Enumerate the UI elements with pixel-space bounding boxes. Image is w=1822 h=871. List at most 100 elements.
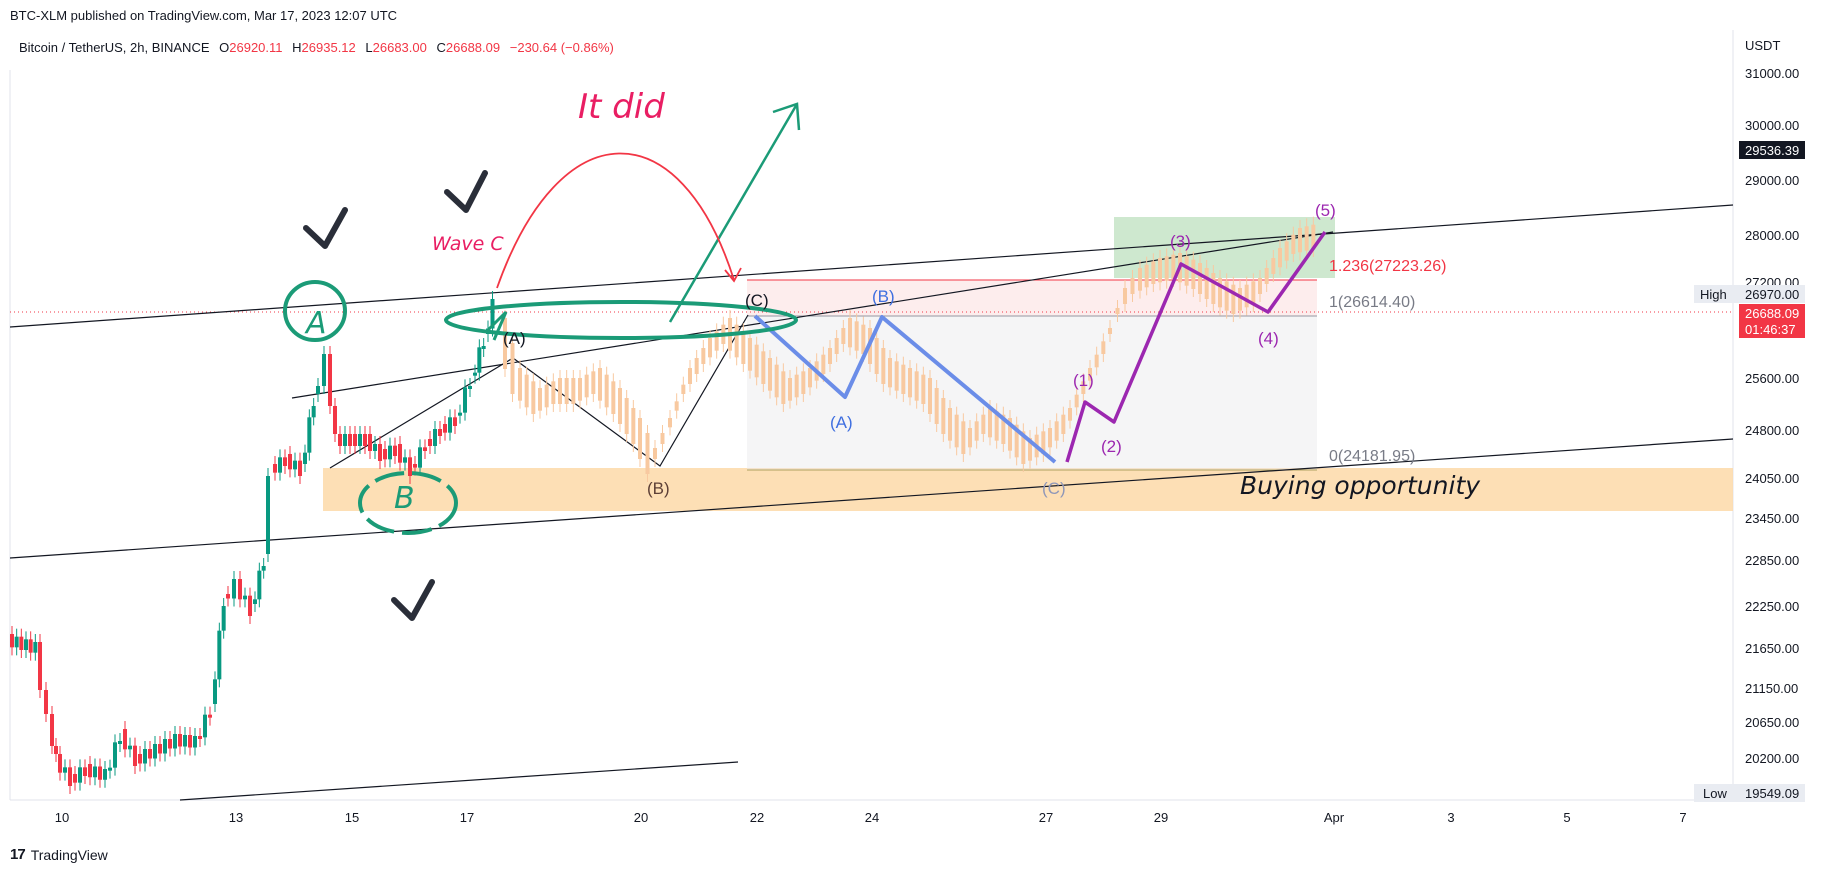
candle-body	[503, 318, 507, 369]
candle-body	[1068, 408, 1072, 421]
candle-body	[278, 457, 282, 473]
candle-body	[794, 374, 799, 398]
trend-line-upper	[9, 204, 1734, 328]
candle-body	[1001, 414, 1006, 444]
candle-body	[343, 434, 347, 446]
candle-body	[741, 331, 746, 364]
time-tick-label: 29	[1154, 810, 1168, 825]
candle-body	[68, 767, 72, 786]
candle-body	[578, 378, 582, 401]
footer: 17 TradingView	[10, 846, 108, 863]
candle-body	[443, 424, 447, 433]
close-value: 26688.09	[445, 40, 501, 55]
candle-body	[118, 741, 122, 744]
candle-body	[688, 368, 692, 384]
candle-body	[413, 464, 417, 468]
countdown-text: 01:46:37	[1745, 322, 1796, 337]
fib-label-0: 0(24181.95)	[1329, 448, 1415, 465]
change-value: −230.64 (−0.86%)	[509, 40, 614, 55]
green-drawings	[283, 280, 798, 535]
wave-purple-4: (4)	[1258, 329, 1279, 348]
price-tick-label: 24800.00	[1745, 423, 1799, 438]
wave-purple-path	[1065, 230, 1327, 463]
candle-body	[544, 384, 549, 408]
close-label: C	[436, 40, 446, 55]
candle-body	[403, 457, 407, 463]
candle-body	[1021, 431, 1026, 464]
time-axis[interactable]: 10 13 15 17 20 22 24 27 29 Apr 3 5 7	[55, 810, 1687, 825]
candle-body	[1048, 428, 1052, 448]
candle-body	[468, 386, 472, 389]
candle-body	[433, 429, 437, 446]
candle-body	[1164, 256, 1169, 281]
candle-body	[638, 418, 642, 459]
candle-body	[24, 639, 28, 650]
published-caption: BTC-XLM published on TradingView.com, Ma…	[10, 8, 398, 23]
ellipse-resistance	[444, 300, 798, 340]
price-axis[interactable]: 31000.0030000.0029000.0028000.0027200.00…	[1745, 66, 1799, 766]
candle-body	[861, 324, 866, 354]
candle-body	[518, 368, 522, 401]
it-did-label: It did	[578, 87, 665, 127]
candle-body	[158, 744, 162, 754]
candle-body	[788, 378, 792, 401]
candle-body	[388, 445, 392, 460]
candle-body	[293, 460, 297, 470]
price-tick-label: 21150.00	[1745, 681, 1798, 696]
high-tag-bg	[1694, 285, 1805, 303]
candle-body	[558, 378, 562, 404]
candle-body	[14, 636, 19, 648]
candle-body	[88, 764, 92, 778]
candle-body	[1224, 281, 1229, 311]
candle-body	[1244, 284, 1249, 308]
time-tick-label: 13	[229, 810, 243, 825]
candle-body	[1304, 226, 1309, 251]
green-b-label: B	[394, 481, 415, 516]
candle-body	[768, 358, 772, 391]
candle-body	[551, 381, 556, 404]
wave-blue-a: (A)	[830, 413, 853, 432]
candle-body	[10, 634, 14, 648]
open-label: O	[219, 40, 230, 55]
price-tick-label: 23450.00	[1745, 511, 1799, 526]
candle-body	[463, 387, 467, 413]
candle-body	[948, 408, 952, 441]
candle-body	[888, 358, 892, 388]
candle-body	[1291, 234, 1296, 254]
time-tick-label: Apr	[1324, 810, 1345, 825]
candle-body	[954, 414, 959, 448]
candle-body	[571, 378, 576, 404]
time-tick-label: 24	[865, 810, 879, 825]
candle-body	[123, 729, 127, 750]
candle-body	[645, 433, 650, 474]
wave-black-b: (B)	[647, 479, 670, 498]
price-tick-label: 24050.00	[1745, 471, 1799, 486]
ellipse-b	[358, 471, 458, 535]
ohlc-legend: Bitcoin / TetherUS, 2h, BINANCE O26920.1…	[19, 40, 614, 55]
crosshair-price-text: 29536.39	[1745, 143, 1799, 158]
candle-body	[54, 746, 58, 754]
candle-body	[163, 739, 167, 754]
trend-line-bottom	[179, 761, 739, 801]
candle-body	[821, 354, 826, 374]
candle-body	[1115, 308, 1120, 314]
crosshair-price-tag	[1739, 141, 1805, 159]
candle-body	[78, 767, 82, 783]
wave-purple-3: (3)	[1170, 232, 1191, 251]
candle-body	[193, 736, 197, 748]
candle-body	[1258, 278, 1262, 294]
price-tick-label: 20650.00	[1745, 715, 1799, 730]
candle-body	[238, 579, 242, 600]
candle-body	[428, 439, 432, 446]
candle-body	[584, 374, 589, 398]
candle-body	[994, 411, 999, 441]
candle-body	[148, 749, 152, 759]
candle-body	[138, 754, 142, 764]
candle-body	[311, 406, 316, 418]
candle-body	[734, 324, 739, 358]
candle-body	[974, 421, 979, 441]
candle-body	[1264, 268, 1269, 284]
price-tick-label: 29000.00	[1745, 173, 1799, 188]
buying-opportunity-label: Buying opportunity	[1240, 471, 1481, 500]
